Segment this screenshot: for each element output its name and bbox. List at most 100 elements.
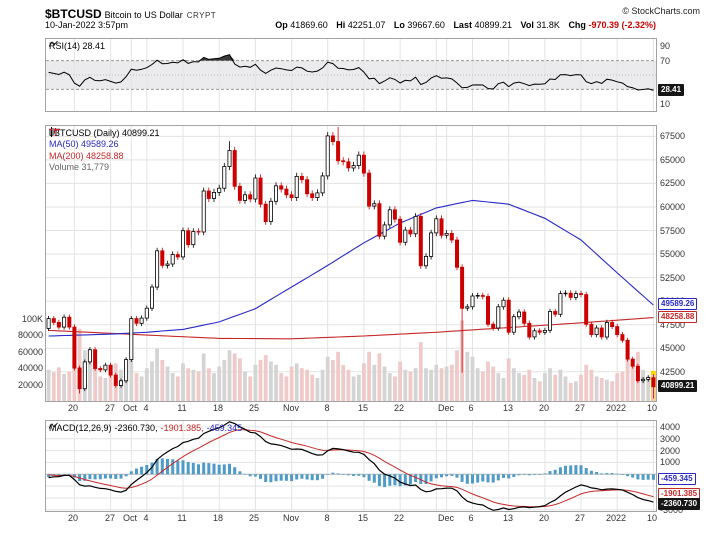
last-value: 40899.21 <box>474 20 513 30</box>
price-axis-tick-label: 55000 <box>660 249 686 259</box>
macd-legend: MACD(12,26,9) -2360.730, -1901.385, -459… <box>49 422 242 434</box>
date-axis-label: 2022 <box>605 403 627 413</box>
exchange-label: CRYPT <box>186 11 217 20</box>
change-value: -970.39 (-2.32%) <box>588 20 656 30</box>
price-axis-tick-label: 42500 <box>660 367 686 377</box>
date-axis-label: 20 <box>67 513 78 523</box>
price-legend-symbol: $BTCUSD (Daily) 40899.21 <box>49 127 160 138</box>
date-axis-label: 13 <box>502 403 513 413</box>
date-axis-label: Dec <box>437 513 454 523</box>
quote-line: Op 41869.60 Hi 42251.07 Lo 39667.60 Last… <box>45 20 656 30</box>
chart-datetime: 10-Jan-2022 3:57pm <box>45 20 129 30</box>
rsi-legend-label: RSI(14) 28.41 <box>49 40 106 51</box>
high-value: 42251.07 <box>347 20 386 30</box>
price-axis-tick-label: 67500 <box>660 131 686 141</box>
macd-legend-hist-value: -459.345 <box>206 422 243 433</box>
volume-axis-tick-label: 60000 <box>17 347 43 357</box>
date-axis-label: 11 <box>177 403 187 413</box>
date-axis-label: 15 <box>357 403 368 413</box>
macd-axis-tick-label: 3000 <box>660 434 681 444</box>
date-axis-label: 27 <box>104 513 115 523</box>
volume-axis-tick-label: 100K <box>21 314 43 324</box>
macd-line-tag: -2360.730 <box>658 498 701 510</box>
change-label: Chg <box>568 20 586 30</box>
date-axis-label: 27 <box>574 513 585 523</box>
price-axis-tick-label: 60000 <box>660 202 686 212</box>
rsi-axis-tick-label: 90 <box>660 41 671 51</box>
volume-axis-tick-label: 80000 <box>17 330 43 340</box>
date-axis-label: 13 <box>502 513 513 523</box>
date-axis-label: Oct <box>122 403 137 413</box>
open-value: 41869.60 <box>290 20 328 30</box>
ma200-last-value-tag: 48258.88 <box>658 311 698 323</box>
macd-panel: MACD(12,26,9) -2360.730, -1901.385, -459… <box>45 420 657 512</box>
copyright: © StockCharts.com <box>622 6 700 16</box>
date-axis-label: Nov <box>282 403 299 413</box>
date-axis-label: 20 <box>538 403 549 413</box>
price-legend: $BTCUSD (Daily) 40899.21 MA(50) 49589.26… <box>49 127 160 173</box>
date-axis-label: 8 <box>324 403 330 413</box>
date-axis-label: 25 <box>248 513 259 523</box>
high-label: Hi <box>336 20 346 30</box>
macd-line-icon <box>49 422 58 429</box>
ma50-last-value-tag: 49589.26 <box>658 298 698 310</box>
macd-histogram-tag: -459.345 <box>658 473 696 485</box>
price-chart <box>46 126 656 401</box>
macd-chart <box>46 421 656 511</box>
last-label: Last <box>453 20 472 30</box>
rsi-last-value-tag: 28.41 <box>658 84 685 96</box>
date-axis-label: Oct <box>122 513 137 523</box>
low-label: Lo <box>393 20 405 30</box>
date-axis-label: 4 <box>143 513 149 523</box>
rsi-axis-tick-label: 70 <box>660 56 671 66</box>
macd-legend-name: MACD(12,26,9) <box>49 422 112 433</box>
price-axis-tick-label: 62500 <box>660 178 686 188</box>
open-label: Op <box>275 20 288 30</box>
date-axis-label: 22 <box>393 403 404 413</box>
volume-label: Vol <box>520 20 534 30</box>
chart-header: $BTCUSD Bitcoin to US Dollar CRYPT <box>45 5 216 23</box>
volume-legend-label: Volume 31,779 <box>49 162 110 173</box>
rsi-axis-tick-label: 10 <box>660 99 671 109</box>
macd-legend-signal-value: -1901.385, <box>160 422 204 433</box>
price-axis-tick-label: 45000 <box>660 343 686 353</box>
price-axis-tick-label: 52500 <box>660 273 686 283</box>
macd-legend-macd-value: -2360.730, <box>114 422 158 433</box>
volume-bars-icon <box>49 128 57 135</box>
date-axis-label: Dec <box>437 403 454 413</box>
date-axis-label: 2022 <box>605 513 627 523</box>
price-panel: $BTCUSD (Daily) 40899.21 MA(50) 49589.26… <box>45 125 657 402</box>
date-axis-label: 8 <box>324 513 330 523</box>
date-axis-label: 20 <box>67 403 78 413</box>
ma200-line-icon <box>49 128 60 131</box>
volume-axis-tick-label: 40000 <box>17 363 43 373</box>
macd-axis-tick-label: 1000 <box>660 457 681 467</box>
price-axis-tick-label: 65000 <box>660 155 686 165</box>
date-axis-label: 15 <box>357 513 368 523</box>
date-axis-label: 27 <box>574 403 585 413</box>
rsi-chart <box>46 39 656 111</box>
rsi-line-icon <box>49 40 58 47</box>
date-axis-label: 6 <box>468 513 474 523</box>
volume-axis-tick-label: 20000 <box>17 380 43 390</box>
date-axis-label: 25 <box>248 403 259 413</box>
date-axis-label: 6 <box>468 403 474 413</box>
rsi-panel: RSI(14) 28.41 <box>45 38 657 112</box>
date-axis-label: 20 <box>538 513 549 523</box>
low-value: 39667.60 <box>407 20 445 30</box>
ma50-legend-label: MA(50) 49589.26 <box>49 139 119 150</box>
macd-axis-tick-label: 4000 <box>660 422 681 432</box>
date-axis-label: 11 <box>177 513 187 523</box>
symbol: $BTCUSD <box>45 7 102 21</box>
volume-value: 31.8K <box>536 20 560 30</box>
date-axis-label: 18 <box>212 513 223 523</box>
date-axis-label: 10 <box>646 403 657 413</box>
price-axis-tick-label: 57500 <box>660 226 686 236</box>
symbol-description: Bitcoin to US Dollar <box>104 10 183 20</box>
macd-axis-tick-label: 2000 <box>660 446 681 456</box>
date-axis-label: 10 <box>646 513 657 523</box>
date-axis-label: 18 <box>212 403 223 413</box>
date-axis-label: Nov <box>282 513 299 523</box>
date-axis-label: 22 <box>393 513 404 523</box>
